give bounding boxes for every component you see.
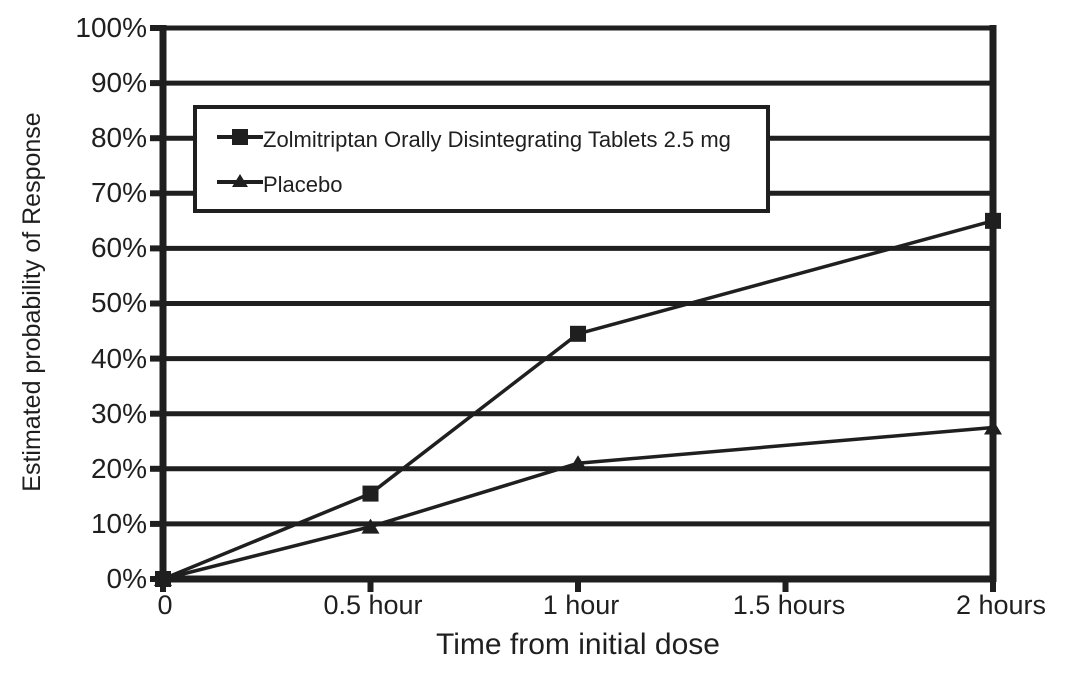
y-tick-label: 70% [90,177,147,208]
data-point-marker-square [362,485,379,502]
x-axis-title: Time from initial dose [436,628,720,661]
y-axis-title: Estimated probability of Response [18,112,46,492]
y-tick-label: 30% [90,398,147,429]
y-tick-label: 90% [90,67,147,98]
x-tick-label: 0 [157,590,173,620]
data-point-marker-triangle [984,419,1002,435]
y-tick-label: 20% [90,453,147,484]
x-tick-label: 0.5 hour [323,590,423,620]
x-tick-label: 2 hours [955,590,1047,620]
x-tick-label: 1.5 hours [732,590,846,620]
y-tick-label: 100% [75,12,147,43]
legend-label: Placebo [263,172,343,197]
x-tick-label: 1 hour [542,590,620,620]
legend-item-zolmitriptan: Zolmitriptan Orally Disintegrating Table… [217,127,731,153]
data-point-marker-triangle [569,455,587,471]
y-tick-label: 0% [106,563,147,594]
legend-marker-square-icon [217,129,263,150]
legend-label: Zolmitriptan Orally Disintegrating Table… [263,127,731,152]
series-line [162,425,994,581]
data-point-marker-square [985,212,1001,229]
y-tick-label: 40% [90,343,147,374]
legend-item-placebo: Placebo [217,172,343,198]
y-tick-label: 50% [90,287,147,318]
data-point-marker-square [155,571,171,587]
y-tick-label: 10% [90,508,147,539]
legend: Zolmitriptan Orally Disintegrating Table… [193,105,770,213]
y-tick-label: 60% [90,232,147,263]
series-line [162,219,994,581]
data-point-marker-triangle [361,518,380,534]
y-tick-label: 80% [90,122,147,153]
data-point-marker-square [570,325,586,342]
legend-marker-triangle-icon [217,174,263,195]
